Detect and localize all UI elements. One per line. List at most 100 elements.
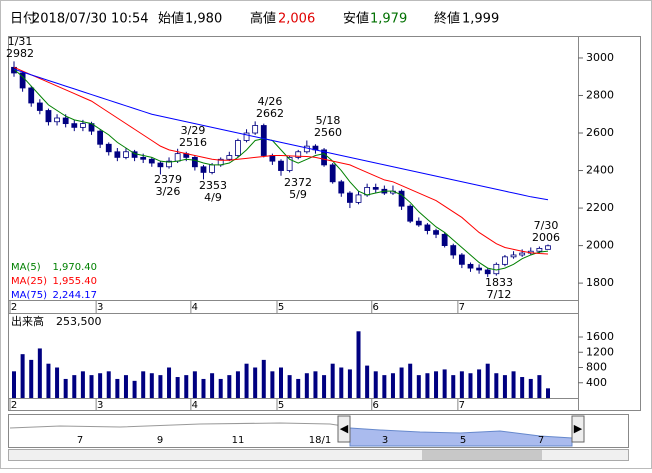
candle-body [28, 87, 35, 104]
volume-bar [382, 375, 387, 398]
annotation-price: 2516 [179, 136, 207, 149]
x-tick-label: 3 [97, 400, 103, 411]
candle-body [286, 156, 293, 171]
annotation-date: 1/31 [8, 35, 33, 48]
volume-bar [537, 375, 542, 398]
candle-body [329, 164, 336, 183]
volume-bar [37, 348, 42, 398]
candle-body [166, 160, 172, 168]
x-tick-label: 4 [192, 400, 198, 411]
x-tick-label: 5 [278, 302, 284, 313]
candle-body [36, 102, 43, 111]
ma-line [13, 68, 549, 201]
legend-name: MA(25) [11, 276, 47, 287]
candle-body [200, 166, 207, 173]
candle-body [174, 153, 181, 162]
volume-bar [287, 375, 292, 398]
y-tick-label: 2600 [586, 126, 614, 139]
date-strip [8, 398, 579, 411]
header-label: 日付 [10, 12, 36, 27]
volume-bar [459, 371, 464, 398]
candle-body [545, 245, 551, 250]
y-tick-label: 2200 [586, 201, 614, 214]
volume-bar [442, 369, 447, 398]
scrollbar[interactable] [8, 449, 629, 461]
candle-body [235, 140, 241, 156]
volume-bar [279, 367, 283, 398]
x-tick-label: 7 [459, 302, 465, 313]
volume-bar [399, 367, 404, 398]
candle-body [191, 156, 198, 168]
handle-arrow: ▶ [574, 422, 583, 435]
y-tick-label: 1200 [586, 345, 614, 358]
x-tick-label: 6 [373, 400, 379, 411]
candle-body [71, 123, 78, 128]
annotation-price: 2982 [6, 47, 34, 60]
candle-body [458, 254, 465, 265]
volume-bar [175, 377, 180, 398]
candle-body [209, 164, 215, 173]
navigator-label: 3 [382, 435, 388, 446]
x-tick-label: 4 [192, 302, 198, 313]
volume-bar [20, 354, 25, 398]
volume-bar [89, 375, 94, 398]
annotation-date: 4/26 [258, 95, 283, 108]
volume-bar [184, 375, 189, 398]
ma-line [13, 66, 549, 255]
volume-bar [502, 375, 507, 398]
volume-bar [485, 363, 490, 398]
annotation-price: 2379 [154, 173, 182, 186]
scroll-thumb[interactable] [422, 450, 542, 460]
navigator-handle[interactable] [571, 415, 585, 443]
candle-body [226, 155, 233, 160]
volume-bar [46, 363, 51, 398]
volume-bar [546, 388, 550, 398]
candle-body [62, 117, 69, 125]
header-value: 1,999 [462, 12, 499, 27]
navigator-label: 5 [460, 435, 466, 446]
volume-bar [123, 375, 128, 398]
candle-body [80, 123, 86, 128]
navigator-label: 7 [538, 435, 544, 446]
date-strip [8, 300, 579, 314]
candle-body [347, 192, 353, 203]
candle-body [278, 160, 284, 171]
candle-body [19, 72, 26, 89]
navigator-label: 7 [77, 435, 83, 446]
candle-body [45, 110, 52, 123]
navigator-handle[interactable] [337, 415, 351, 443]
volume-bar [528, 378, 533, 398]
volume-bar [296, 378, 301, 398]
annotation-price: 2372 [284, 176, 312, 189]
legend-value: 1,970.40 [52, 262, 97, 273]
volume-bar [115, 378, 120, 398]
header-label: 終値 [434, 11, 460, 27]
volume-bar [416, 375, 421, 398]
volume-bar [261, 359, 266, 398]
volume-bar [98, 373, 103, 398]
annotation-date: 4/9 [204, 191, 222, 204]
candle-body [243, 132, 250, 141]
volume-bar [132, 380, 137, 398]
candle-body [493, 263, 500, 275]
volume-bar [434, 371, 439, 398]
volume-bar [494, 373, 499, 398]
volume-bar [201, 378, 206, 398]
y-tick-label: 2400 [586, 164, 614, 177]
header-value: 1,980 [185, 12, 222, 27]
candle-body [467, 263, 474, 269]
annotation-date: 7/12 [487, 288, 512, 301]
annotation-date: 5/18 [316, 114, 341, 127]
volume-bar [158, 375, 163, 398]
candle-body [372, 187, 379, 190]
header-label: 安値 [343, 11, 369, 27]
volume-bar [106, 371, 111, 398]
volume-bar [477, 369, 482, 398]
volume-bar [365, 365, 370, 398]
y-tick-label: 3000 [586, 51, 614, 64]
x-tick-label: 5 [278, 400, 284, 411]
annotation-price: 2662 [256, 107, 284, 120]
legend-value: 1,955.40 [52, 276, 97, 287]
y-tick-label: 2000 [586, 239, 614, 252]
candle-body [260, 125, 267, 156]
